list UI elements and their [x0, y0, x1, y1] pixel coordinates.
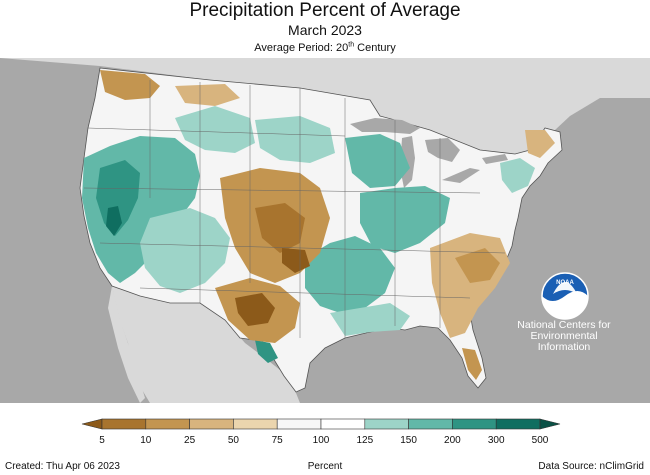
map-subtitle: March 2023 — [288, 22, 362, 38]
legend-swatch — [276, 418, 322, 430]
map-title: Precipitation Percent of Average — [189, 0, 461, 21]
legend-tick-label: 10 — [140, 435, 152, 446]
lake-ontario — [482, 154, 508, 164]
florida-dry — [462, 348, 482, 380]
gulf-coast-wet — [255, 340, 278, 363]
average-period: Average Period: 20th Century — [0, 41, 650, 55]
legend-swatch — [145, 418, 190, 430]
legend-tick-label: 500 — [532, 435, 549, 446]
wet-areas — [82, 106, 535, 363]
legend-tick-label: 5 — [99, 435, 105, 446]
legend-swatch — [408, 418, 453, 430]
montana-dry — [175, 84, 240, 106]
legend-unit-label: Percent — [307, 461, 343, 472]
legend-tick-label: 75 — [272, 435, 284, 446]
ncei-caption: National Centers for Environmental Infor… — [517, 319, 611, 353]
legend-swatch — [452, 418, 497, 430]
oklahoma-dry-core — [282, 248, 310, 273]
southeast-wet-band — [330, 303, 410, 336]
legend-swatch — [233, 418, 278, 430]
southwest-wet — [140, 208, 230, 293]
state-borders — [83, 80, 506, 338]
dry-areas — [100, 70, 555, 380]
lake-huron — [425, 138, 460, 162]
ohio-valley-wet — [360, 186, 450, 253]
legend-swatch — [495, 418, 541, 430]
legend-tick-label: 100 — [313, 435, 330, 446]
legend-colorbar: 5 10 25 50 75 100 125 150 200 300 500 — [0, 417, 650, 451]
lake-superior — [350, 118, 420, 134]
data-source: Data Source: nClimGrid — [538, 461, 644, 472]
upper-midwest-wet — [345, 134, 410, 188]
west-texas-dry-core — [235, 293, 275, 326]
noaa-logo-icon: NOAA — [541, 272, 589, 320]
northern-rockies-wet — [175, 106, 255, 153]
carolina-dry — [455, 248, 500, 283]
northeast-wet — [500, 158, 535, 193]
legend-swatch — [364, 418, 409, 430]
legend-swatch — [101, 418, 147, 430]
legend-swatch — [320, 418, 366, 430]
average-period-sup: th — [348, 41, 355, 49]
lake-erie — [442, 168, 480, 183]
new-england-dry — [525, 130, 555, 158]
precipitation-map: NOAA — [0, 58, 650, 403]
kansas-dry-core — [255, 203, 305, 253]
legend-arrow-high — [539, 418, 561, 430]
sierra-wet-core — [106, 206, 122, 236]
legend-tick-label: 50 — [228, 435, 240, 446]
mexico-land — [112, 286, 300, 403]
north-plains-wet — [255, 116, 335, 163]
legend-swatch — [189, 418, 234, 430]
legend-tick-label: 150 — [400, 435, 417, 446]
legend-tick-label: 300 — [488, 435, 505, 446]
legend-arrow-low — [81, 418, 103, 430]
average-period-suffix: Century — [354, 42, 396, 54]
legend-tick-label: 25 — [184, 435, 196, 446]
legend-tick-label: 200 — [444, 435, 461, 446]
northwest-dry — [100, 70, 160, 100]
canada-land — [0, 58, 650, 154]
baja-land — [108, 286, 145, 403]
noaa-logo-text: NOAA — [556, 280, 574, 286]
average-period-prefix: Average Period: 20 — [254, 42, 349, 54]
created-date: Created: Thu Apr 06 2023 — [5, 461, 120, 472]
legend-tick-label: 125 — [356, 435, 373, 446]
